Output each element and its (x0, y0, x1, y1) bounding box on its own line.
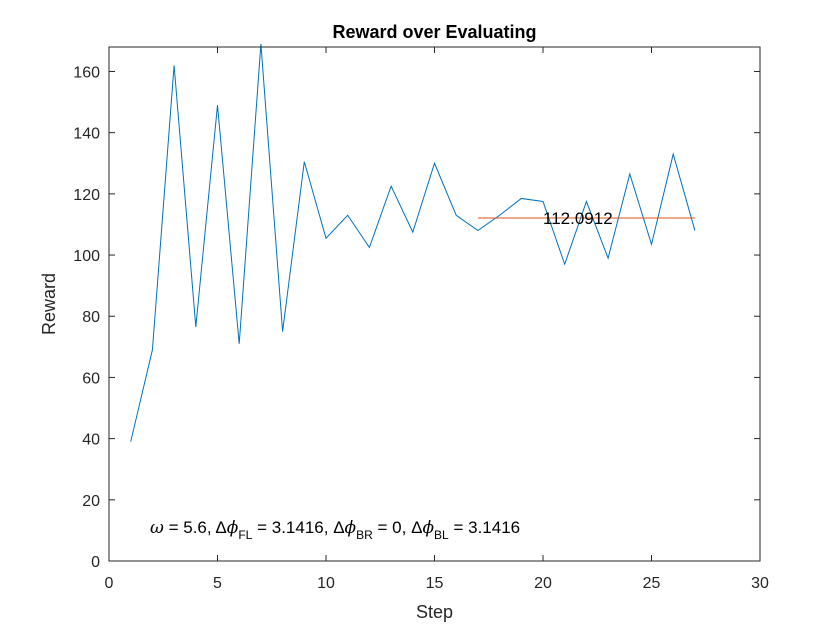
y-tick-label: 80 (82, 309, 100, 326)
y-tick-label: 60 (82, 370, 100, 387)
y-axis-label: Reward (39, 273, 59, 335)
x-axis-label: Step (416, 602, 453, 622)
y-tick-label: 100 (73, 248, 100, 265)
x-tick-label: 15 (426, 575, 444, 592)
ticks-layer: 0 5 10 15 20 25 30 0 20 40 60 80 100 120 140 160 (73, 47, 769, 592)
mean-value-label: 112.0912 (543, 209, 613, 228)
y-tick-label: 40 (82, 432, 100, 449)
x-tick-label: 10 (317, 575, 335, 592)
y-tick-label: 160 (73, 64, 100, 81)
parameter-annotation: ω = 5.6, ΔϕFL = 3.1416, ΔϕBR = 0, ΔϕBL =… (150, 518, 520, 542)
plot-area (109, 47, 760, 561)
chart-title: Reward over Evaluating (332, 22, 536, 42)
y-tick-label: 140 (73, 126, 100, 143)
x-tick-label: 25 (643, 575, 661, 592)
series-layer (130, 43, 696, 442)
x-tick-label: 0 (105, 575, 114, 592)
y-tick-label: 0 (91, 554, 100, 571)
x-tick-label: 30 (751, 575, 769, 592)
x-tick-label: 20 (534, 575, 552, 592)
y-tick-label: 20 (82, 493, 100, 510)
x-tick-label: 5 (213, 575, 222, 592)
y-tick-label: 120 (73, 187, 100, 204)
reward-series-line (130, 43, 696, 442)
